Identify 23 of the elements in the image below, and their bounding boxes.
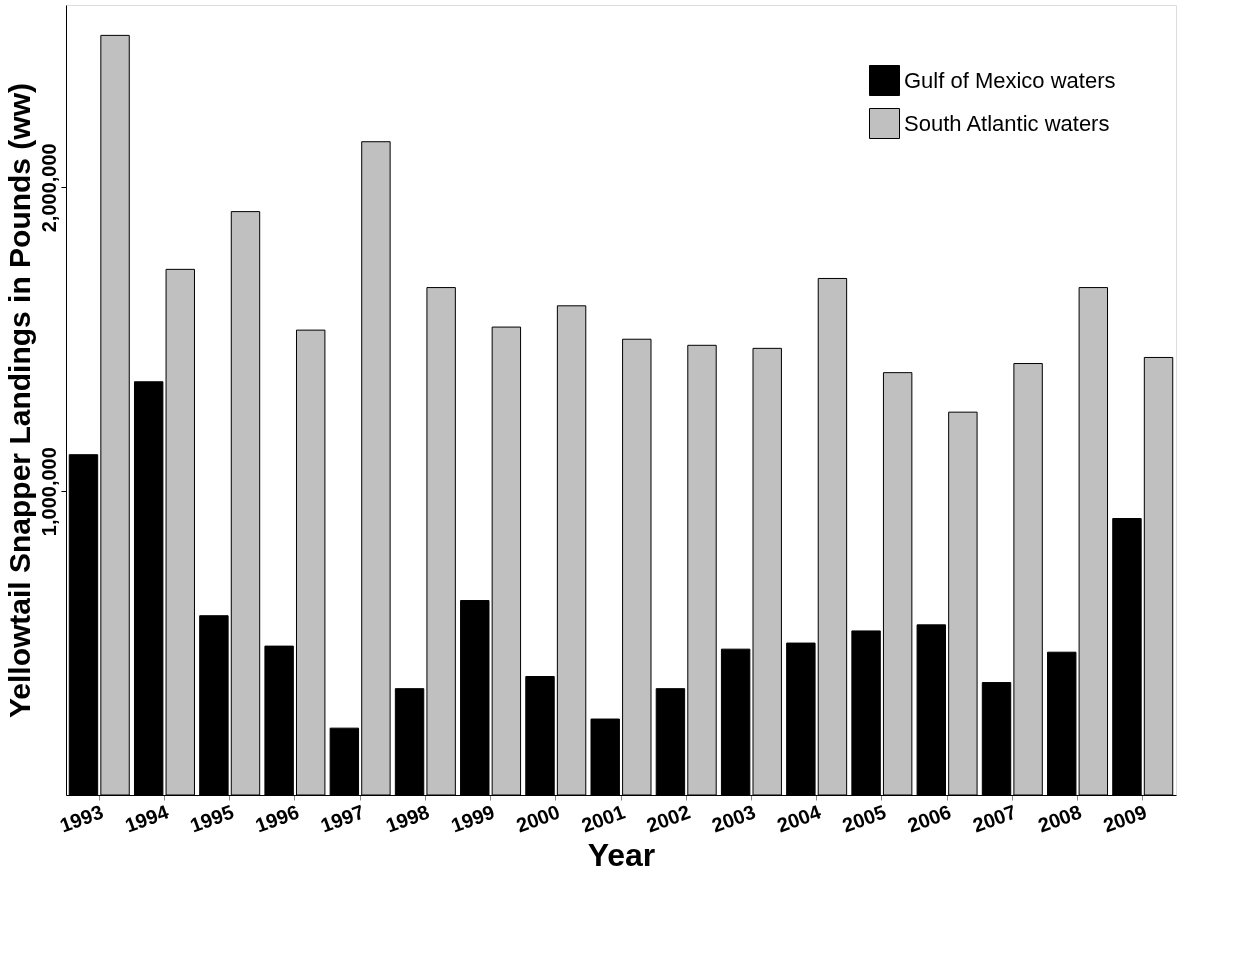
x-tick-label: 2002 xyxy=(643,800,694,837)
x-tick-label: 2008 xyxy=(1035,800,1085,837)
x-tick-label: 1995 xyxy=(187,800,237,837)
x-tick-label: 1997 xyxy=(317,800,367,837)
x-tick-label: 1998 xyxy=(382,800,433,837)
legend-label: South Atlantic waters xyxy=(904,110,1110,136)
x-tick-label: 2000 xyxy=(513,800,563,837)
x-tick-label: 2005 xyxy=(839,800,889,837)
y-tick-label: 2,000,000 xyxy=(37,143,60,233)
x-tick-label: 2001 xyxy=(578,800,628,837)
x-tick-label: 1993 xyxy=(56,800,107,837)
y-tick-label: 1,000,000 xyxy=(37,447,60,537)
x-tick-label: 2006 xyxy=(904,800,954,837)
x-tick-label: 1994 xyxy=(121,800,173,837)
y-axis-title: Yellowtail Snapper Landings in Pounds (ww) xyxy=(2,82,36,719)
x-tick-label: 1999 xyxy=(448,800,498,837)
x-tick-label: 2004 xyxy=(774,800,825,837)
x-tick-label: 1996 xyxy=(252,800,302,837)
x-tick-label: 2009 xyxy=(1100,800,1150,837)
legend-label: Gulf of Mexico waters xyxy=(904,67,1116,93)
x-tick-label: 2007 xyxy=(969,800,1020,837)
x-tick-label: 2003 xyxy=(708,800,759,837)
x-axis-title: Year xyxy=(587,836,656,873)
